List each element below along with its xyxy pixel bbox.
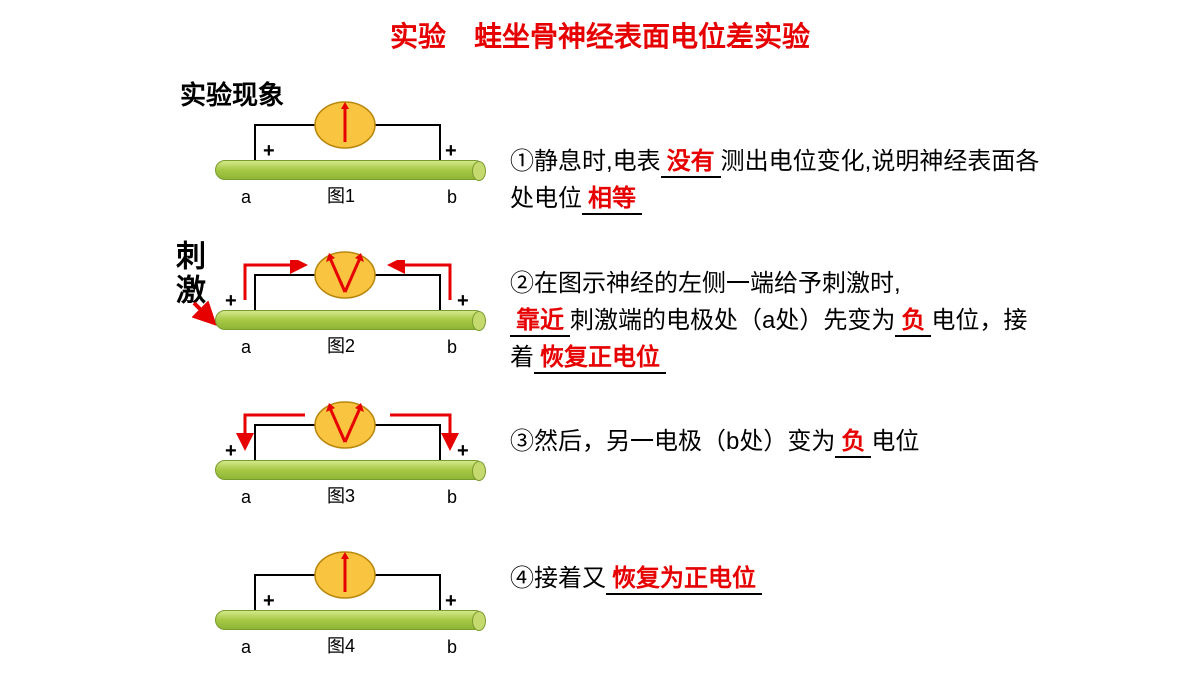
figure-4-label: 图4 bbox=[327, 632, 355, 658]
nerve-fiber-2 bbox=[215, 310, 485, 330]
figure-3-label: 图3 bbox=[327, 482, 355, 508]
answer-1: 没有 bbox=[661, 148, 721, 178]
answer-7: 恢复为正电位 bbox=[606, 565, 762, 595]
electrode-a-label: a bbox=[241, 187, 251, 208]
diagram-1: + + a 图1 b bbox=[215, 110, 495, 180]
diagram-3: + + a 图3 b bbox=[215, 410, 495, 480]
nerve-fiber-1 bbox=[215, 160, 485, 180]
text: ②在图示神经的左侧一端给予刺激时, bbox=[510, 270, 901, 297]
text: 电位 bbox=[871, 428, 919, 455]
diagram-4: + + a 图4 b bbox=[215, 560, 495, 630]
galvanometer-1 bbox=[310, 100, 380, 150]
nerve-fiber-3 bbox=[215, 460, 485, 480]
galvanometer-3 bbox=[310, 400, 380, 450]
experiment-phenomenon-label: 实验现象 bbox=[180, 75, 284, 112]
text: ④接着又 bbox=[510, 565, 606, 592]
electrode-a-label: a bbox=[241, 637, 251, 658]
observation-1: ①静息时,电表没有测出电位变化,说明神经表面各处电位相等 bbox=[510, 143, 1050, 217]
electrode-b-label: b bbox=[447, 337, 457, 358]
answer-2: 相等 bbox=[582, 185, 642, 215]
figure-1-label: 图1 bbox=[327, 182, 355, 208]
page-title: 实验 蛙坐骨神经表面电位差实验 bbox=[0, 15, 1200, 55]
electrode-b-label: b bbox=[447, 487, 457, 508]
text: ①静息时,电表 bbox=[510, 148, 661, 175]
answer-4: 负 bbox=[895, 307, 931, 337]
electrode-b-label: b bbox=[447, 187, 457, 208]
answer-3: 靠近 bbox=[510, 307, 570, 337]
galvanometer-4 bbox=[310, 550, 380, 600]
observation-2: ②在图示神经的左侧一端给予刺激时, 靠近刺激端的电极处（a处）先变为负电位，接着… bbox=[510, 265, 1050, 377]
stimulus-label: 刺激 bbox=[165, 240, 209, 308]
text: 刺激端的电极处（a处）先变为 bbox=[570, 307, 895, 334]
text: ③然后，另一电极（b处）变为 bbox=[510, 428, 835, 455]
galvanometer-2 bbox=[310, 250, 380, 300]
nerve-fiber-4 bbox=[215, 610, 485, 630]
figure-2-label: 图2 bbox=[327, 332, 355, 358]
answer-6: 负 bbox=[835, 428, 871, 458]
observation-3: ③然后，另一电极（b处）变为负电位 bbox=[510, 423, 1050, 460]
electrode-b-label: b bbox=[447, 637, 457, 658]
electrode-a-label: a bbox=[241, 337, 251, 358]
answer-5: 恢复正电位 bbox=[534, 344, 666, 374]
electrode-a-label: a bbox=[241, 487, 251, 508]
observation-4: ④接着又恢复为正电位 bbox=[510, 560, 1050, 597]
diagram-2: + + a 图2 b bbox=[215, 260, 495, 330]
